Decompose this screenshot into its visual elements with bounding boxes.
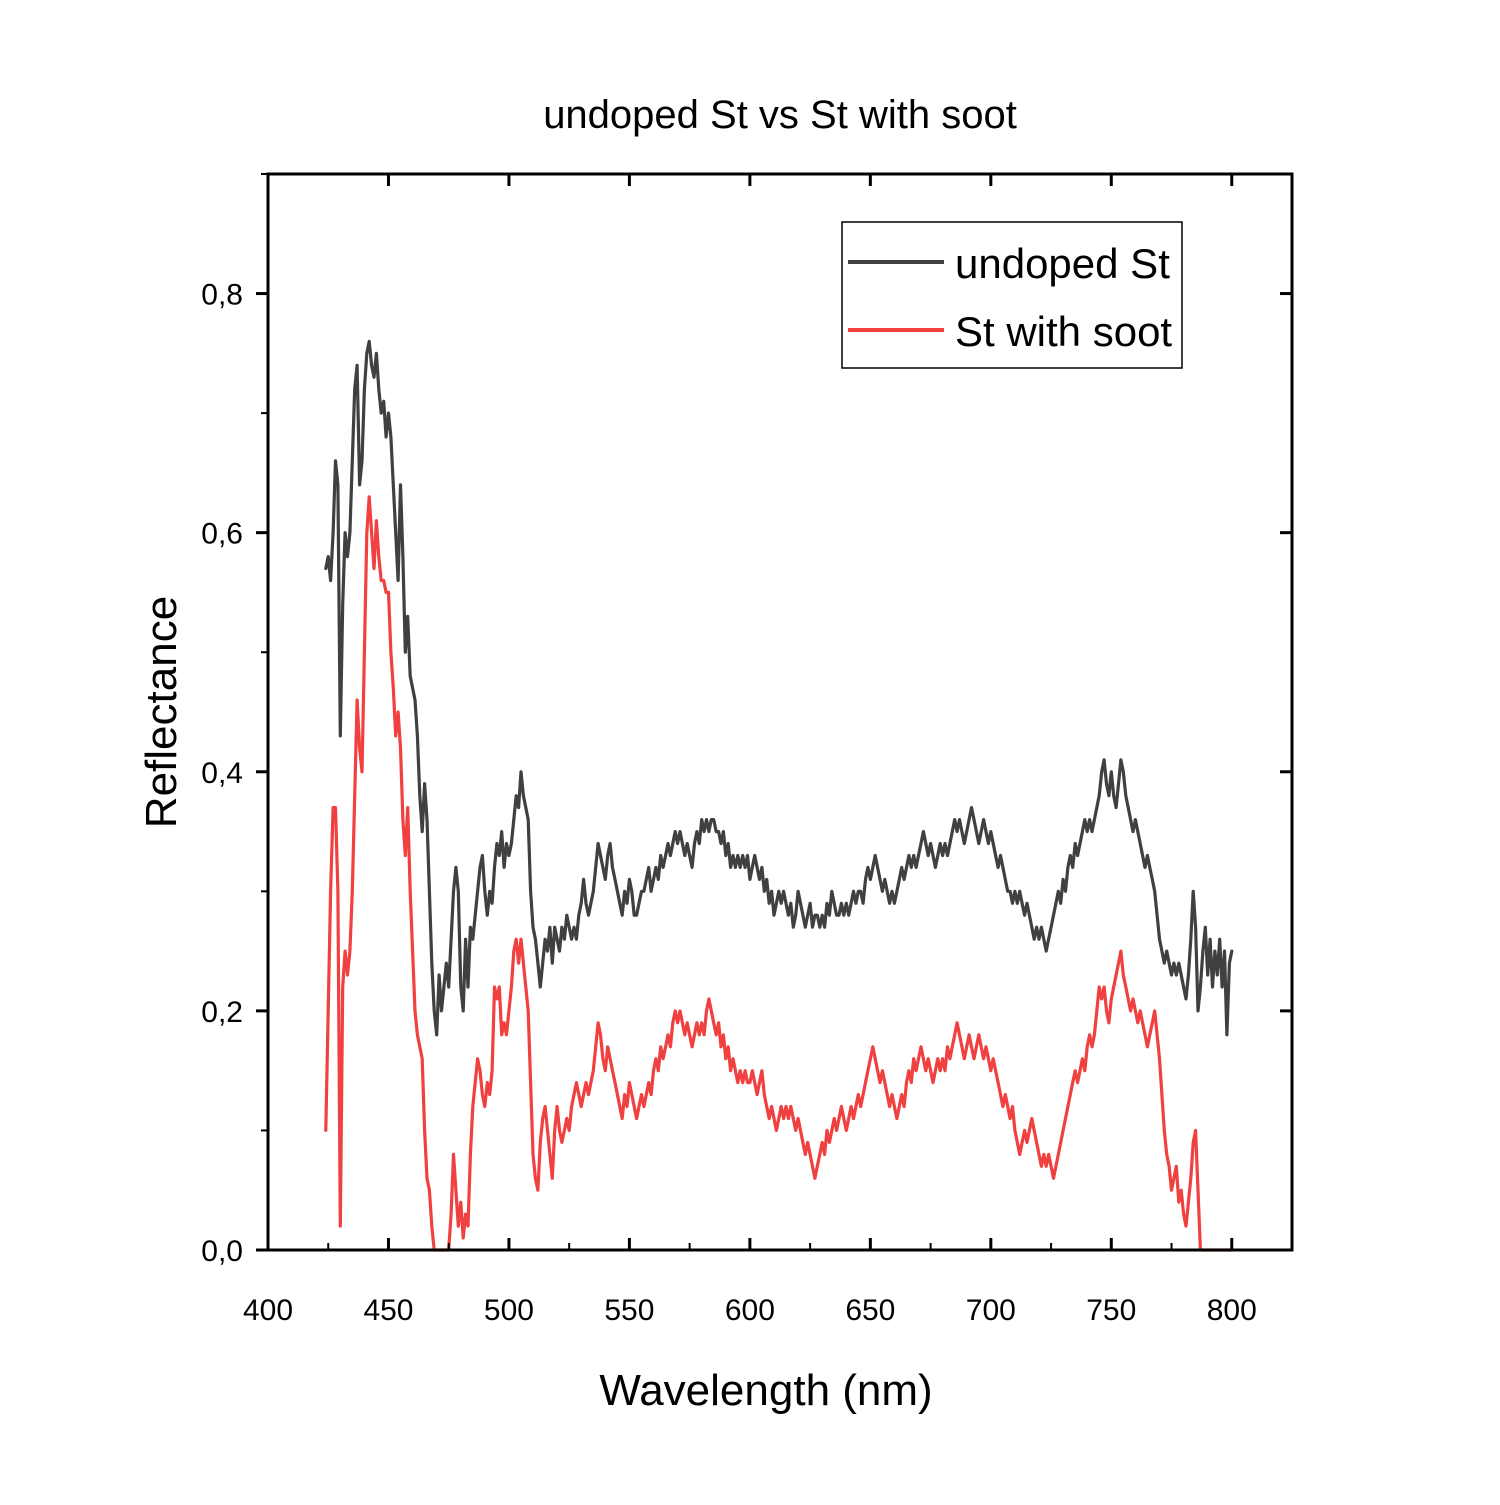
legend-label-st-with-soot: St with soot (955, 308, 1172, 355)
x-tick-label: 650 (845, 1294, 895, 1327)
series-layer (324, 339, 1234, 1252)
x-tick-label: 800 (1207, 1294, 1257, 1327)
legend-box (841, 221, 1183, 369)
y-tick-label: 0,2 (201, 996, 243, 1029)
series-line-undoped-st (324, 339, 1234, 1037)
y-tick-label: 0,6 (201, 518, 243, 551)
y-tick-label: 0,4 (201, 757, 243, 790)
x-tick-label: 500 (484, 1294, 534, 1327)
legend: undoped St St with soot (841, 221, 1183, 369)
x-tick-label: 750 (1086, 1294, 1136, 1327)
x-tick-label: 600 (725, 1294, 775, 1327)
x-tick-label: 700 (966, 1294, 1016, 1327)
x-tick-label: 450 (363, 1294, 413, 1327)
x-axis: 400 450 500 550 600 650 700 750 800 (243, 174, 1257, 1327)
plot-frame (266, 172, 1294, 1252)
y-tick-label: 0,8 (201, 279, 243, 312)
x-tick-label: 550 (604, 1294, 654, 1327)
x-tick-label: 400 (243, 1294, 293, 1327)
y-axis: 0,0 0,2 0,4 0,6 0,8 (201, 173, 1292, 1268)
y-axis-title: Reflectance (137, 596, 186, 828)
x-axis-title: Wavelength (nm) (599, 1366, 932, 1415)
chart-title: undoped St vs St with soot (543, 93, 1017, 137)
series-line-st-with-soot (324, 495, 1234, 1252)
legend-label-undoped-st: undoped St (955, 240, 1170, 287)
y-tick-label: 0,0 (201, 1235, 243, 1268)
